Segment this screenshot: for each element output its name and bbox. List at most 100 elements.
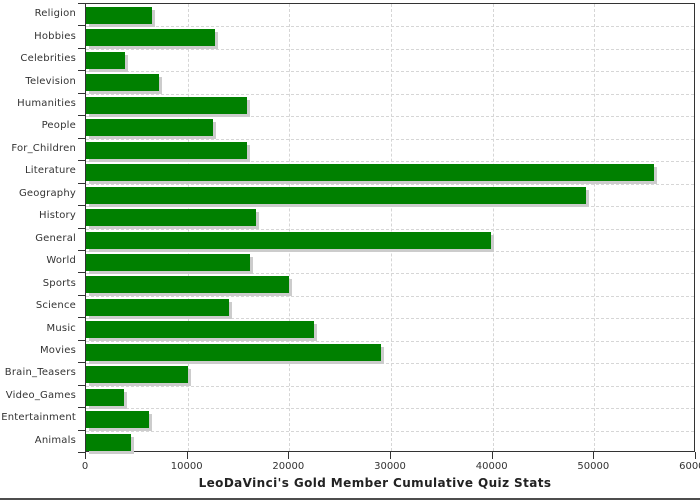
y-axis-tick bbox=[78, 3, 85, 4]
y-axis-tick bbox=[78, 272, 85, 274]
y-axis-tick bbox=[78, 452, 85, 453]
x-axis-label: 60000 bbox=[679, 461, 700, 472]
x-axis-tick bbox=[288, 452, 290, 459]
gridline-horizontal bbox=[86, 363, 694, 365]
plot-area bbox=[85, 3, 695, 452]
x-axis-label: 40000 bbox=[475, 461, 508, 472]
gridline-horizontal bbox=[86, 408, 694, 410]
x-axis-tick bbox=[390, 452, 391, 459]
gridline-vertical bbox=[187, 4, 189, 451]
y-axis-tick bbox=[78, 362, 85, 364]
y-axis-label: People bbox=[41, 120, 76, 132]
gridline-horizontal bbox=[86, 250, 694, 252]
gridline-horizontal bbox=[86, 295, 694, 297]
bar-music bbox=[86, 321, 314, 339]
gridline-horizontal bbox=[86, 26, 694, 28]
bar-literature bbox=[86, 164, 655, 182]
y-axis-label: Religion bbox=[34, 8, 76, 20]
x-axis-tick bbox=[695, 452, 696, 459]
gridline-vertical bbox=[492, 4, 494, 451]
gridline-horizontal bbox=[86, 48, 694, 50]
x-axis-tick bbox=[85, 452, 86, 459]
y-axis-tick bbox=[78, 294, 85, 296]
gridline-horizontal bbox=[86, 385, 694, 387]
y-axis-label: Humanities bbox=[17, 98, 76, 110]
y-axis-label: Movies bbox=[39, 344, 76, 356]
y-axis-label: Geography bbox=[18, 187, 76, 199]
bar-entertainment bbox=[86, 411, 150, 429]
y-axis-tick bbox=[78, 317, 85, 319]
y-axis-label: Brain_Teasers bbox=[4, 367, 76, 379]
y-axis-label: Literature bbox=[25, 165, 76, 177]
bar-video_games bbox=[86, 388, 124, 406]
y-axis-tick bbox=[78, 205, 85, 207]
bar-humanities bbox=[86, 96, 247, 114]
bar-world bbox=[86, 253, 250, 271]
y-axis-tick bbox=[78, 339, 85, 341]
bar-animals bbox=[86, 433, 131, 451]
y-axis-label: Entertainment bbox=[1, 412, 76, 424]
y-axis-tick bbox=[78, 249, 85, 251]
gridline-horizontal bbox=[86, 430, 694, 432]
y-axis-tick bbox=[78, 70, 85, 72]
gridline-horizontal bbox=[86, 340, 694, 342]
gridline-vertical bbox=[391, 4, 392, 451]
y-axis-tick bbox=[78, 182, 85, 184]
gridline-horizontal bbox=[86, 206, 694, 208]
gridline-vertical bbox=[289, 4, 291, 451]
bar-television bbox=[86, 74, 160, 92]
gridline-horizontal bbox=[86, 183, 694, 185]
bar-people bbox=[86, 119, 214, 137]
y-axis-label: Television bbox=[25, 75, 76, 87]
gridline-horizontal bbox=[86, 116, 694, 118]
gridline-horizontal bbox=[86, 138, 694, 140]
y-axis-tick bbox=[78, 429, 85, 431]
y-axis-label: Hobbies bbox=[34, 30, 76, 42]
y-axis-tick bbox=[78, 92, 85, 94]
bar-geography bbox=[86, 186, 587, 204]
y-axis-label: Science bbox=[35, 300, 76, 312]
y-axis-label: Music bbox=[46, 322, 76, 334]
x-axis-label: 20000 bbox=[272, 461, 305, 472]
gridline-horizontal bbox=[86, 93, 694, 95]
bar-history bbox=[86, 209, 256, 227]
y-axis-label: Sports bbox=[42, 277, 76, 289]
y-axis-label: For_Children bbox=[11, 142, 76, 154]
bar-religion bbox=[86, 7, 153, 24]
x-axis-label: 50000 bbox=[577, 461, 610, 472]
y-axis-tick bbox=[78, 160, 85, 162]
bar-celebrities bbox=[86, 51, 125, 69]
y-axis-tick bbox=[78, 384, 85, 386]
bar-general bbox=[86, 231, 491, 249]
bar-for_children bbox=[86, 141, 247, 159]
y-axis-tick bbox=[78, 47, 85, 49]
bar-movies bbox=[86, 343, 381, 361]
y-axis-label: Video_Games bbox=[5, 389, 76, 401]
y-axis-label: History bbox=[39, 210, 76, 222]
gridline-horizontal bbox=[86, 318, 694, 320]
y-axis-tick bbox=[78, 25, 85, 27]
y-axis-tick bbox=[78, 407, 85, 409]
x-axis-tick bbox=[593, 452, 595, 459]
bar-science bbox=[86, 298, 230, 316]
y-axis-label: General bbox=[35, 232, 76, 244]
bar-hobbies bbox=[86, 29, 216, 47]
gridline-horizontal bbox=[86, 71, 694, 73]
gridline-horizontal bbox=[86, 161, 694, 163]
x-axis-label: 10000 bbox=[170, 461, 203, 472]
gridline-horizontal bbox=[86, 273, 694, 275]
y-axis-label: World bbox=[46, 255, 76, 267]
x-axis-label: 0 bbox=[81, 461, 89, 472]
x-axis-label: 30000 bbox=[374, 461, 406, 472]
y-axis-label: Celebrities bbox=[20, 53, 76, 65]
gridline-horizontal bbox=[86, 228, 694, 230]
bar-brain_teasers bbox=[86, 366, 188, 384]
x-axis-tick bbox=[491, 452, 493, 459]
bar-sports bbox=[86, 276, 290, 294]
y-axis-label: Animals bbox=[34, 434, 76, 446]
y-axis-tick bbox=[78, 227, 85, 229]
gridline-vertical bbox=[594, 4, 596, 451]
chart-title: LeoDaVinci's Gold Member Cumulative Quiz… bbox=[198, 476, 552, 490]
bottom-border-line bbox=[0, 498, 700, 500]
